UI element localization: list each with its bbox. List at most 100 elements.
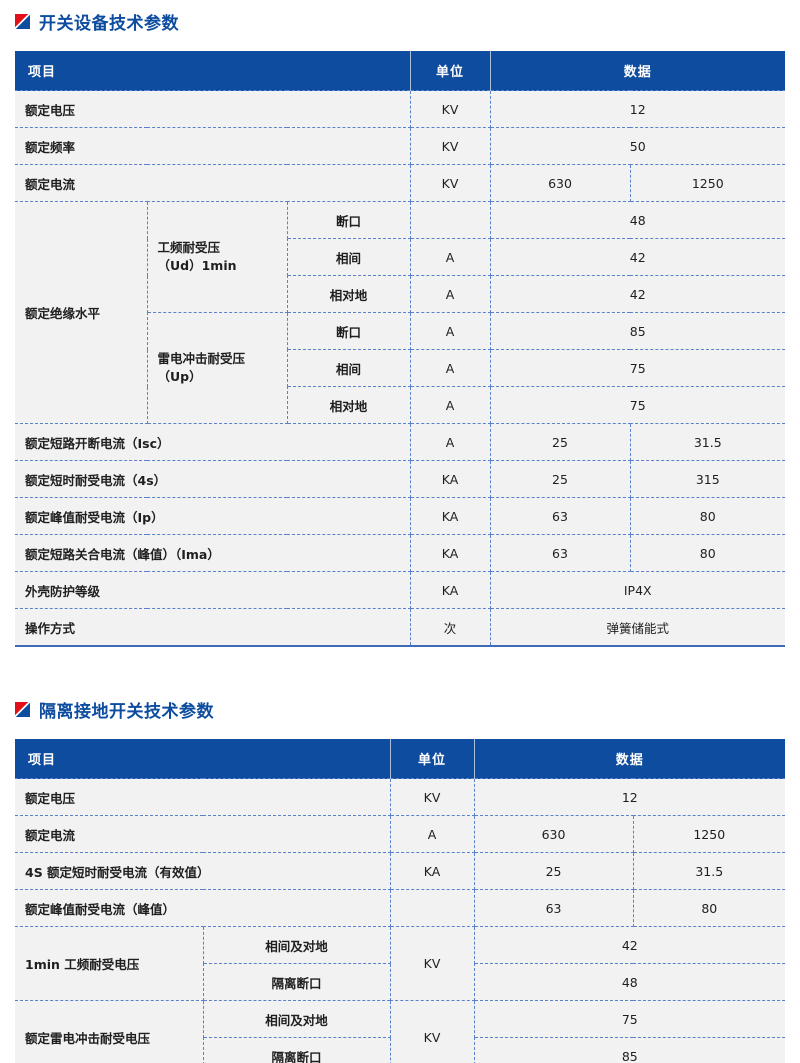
- cell-value: 48: [473, 963, 786, 1001]
- cell-label: 4S 额定短时耐受电流（有效值）: [14, 852, 391, 890]
- cell-sublabel: 相对地: [286, 275, 411, 313]
- cell-value: 63: [489, 534, 631, 572]
- switchgear-params-table: 项目 单位 数据 额定电压 KV 12 额定频率 KV 50 额定电流: [14, 51, 786, 647]
- cell-unit: KV: [409, 164, 491, 202]
- cell-unit: A: [409, 275, 491, 313]
- cell-unit: [409, 201, 491, 239]
- cell-sublabel: 相间: [286, 349, 411, 387]
- column-header-item: 项目: [15, 739, 391, 779]
- cell-unit: KV: [389, 926, 475, 1001]
- cell-value: 42: [489, 275, 786, 313]
- diagonal-split-square-icon: [15, 14, 30, 29]
- table-row: 操作方式 次 弹簧储能式: [14, 608, 786, 647]
- cell-value: 630: [473, 815, 634, 853]
- cell-group-label: 工频耐受压 （Ud）1min: [146, 201, 288, 313]
- table-row: 额定雷电冲击耐受电压 相间及对地 KV 75: [14, 1000, 786, 1063]
- table-row: 额定频率 KV 50: [14, 127, 786, 165]
- cell-label: 额定短路关合电流（峰值）（Ima）: [14, 534, 411, 572]
- isolation-switch-params-table: 项目 单位 数据 额定电压 KV 12 额定电流 A 630 1250: [14, 739, 786, 1063]
- cell-group-label: 雷电冲击耐受压 （Up）: [146, 312, 288, 424]
- cell-sublabel: 隔离断口: [202, 963, 391, 1001]
- cell-label: 外壳防护等级: [14, 571, 411, 609]
- column-header-data: 数据: [473, 739, 786, 779]
- cell-value: 75: [489, 349, 786, 387]
- cell-unit: KV: [409, 127, 491, 165]
- cell-value: 63: [489, 497, 631, 535]
- cell-sublabel: 相间及对地: [202, 1000, 391, 1038]
- table-row: 额定电压 KV 12: [14, 90, 786, 128]
- cell-label: 额定电压: [14, 90, 411, 128]
- table-header-row: 项目 单位 数据: [15, 51, 786, 91]
- cell-value: 63: [473, 889, 634, 927]
- table-row: 隔离断口 48: [15, 963, 786, 1001]
- cell-value: 50: [489, 127, 786, 165]
- cell-value: 25: [473, 852, 634, 890]
- cell-value: 31.5: [632, 852, 786, 890]
- cell-sublabel: 相对地: [286, 386, 411, 424]
- cell-value: 42: [489, 238, 786, 276]
- diagonal-split-square-icon: [15, 702, 30, 717]
- cell-unit: KA: [389, 852, 475, 890]
- cell-unit: 次: [409, 608, 491, 647]
- cell-label: 额定绝缘水平: [14, 201, 148, 424]
- cell-sublabel: 断口: [286, 201, 411, 239]
- table-row: 额定绝缘水平 工频耐受压 （Ud）1min 断口 48: [14, 201, 786, 424]
- table-header-row: 项目 单位 数据: [15, 739, 786, 779]
- table-row: 额定短时耐受电流（4s） KA 25 315: [14, 460, 786, 498]
- cell-value: 75: [489, 386, 786, 424]
- cell-unit: A: [409, 312, 491, 350]
- section-title-text: 隔离接地开关技术参数: [39, 702, 214, 722]
- cell-unit: A: [409, 238, 491, 276]
- cell-label: 额定频率: [14, 127, 411, 165]
- cell-value: 48: [489, 201, 786, 239]
- table-row: 相间 A 42: [15, 238, 786, 276]
- cell-unit: KA: [409, 460, 491, 498]
- cell-value: 25: [489, 460, 631, 498]
- cell-label: 额定峰值耐受电流（Ip）: [14, 497, 411, 535]
- column-header-data: 数据: [489, 51, 786, 91]
- cell-unit: KV: [389, 778, 475, 816]
- cell-value: 25: [489, 423, 631, 461]
- cell-value: 315: [629, 460, 786, 498]
- cell-label: 额定峰值耐受电流（峰值）: [14, 889, 391, 927]
- section-title: 隔离接地开关技术参数: [15, 697, 800, 722]
- table-row: 相间 A 75: [15, 349, 786, 387]
- table-row: 额定电流 KV 630 1250: [14, 164, 786, 202]
- table-row: 额定电压 KV 12: [14, 778, 786, 816]
- table-row: 1min 工频耐受电压 相间及对地 KV 42: [14, 926, 786, 1001]
- table-row: 4S 额定短时耐受电流（有效值） KA 25 31.5: [14, 852, 786, 890]
- cell-unit: KA: [409, 497, 491, 535]
- cell-sublabel: 相间: [286, 238, 411, 276]
- cell-label: 操作方式: [14, 608, 411, 647]
- cell-label: 额定电流: [14, 815, 391, 853]
- column-header-unit: 单位: [389, 739, 475, 779]
- cell-unit: A: [409, 423, 491, 461]
- cell-label: 额定电流: [14, 164, 411, 202]
- table-row: 额定短路开断电流（Isc） A 25 31.5: [14, 423, 786, 461]
- cell-value: 1250: [629, 164, 786, 202]
- section-isolation-switch-params: 隔离接地开关技术参数 项目 单位 数据 额定电压 KV 12: [0, 697, 800, 1063]
- cell-unit: KV: [389, 1000, 475, 1063]
- cell-value: 1250: [632, 815, 786, 853]
- table-row: 相对地 A 42: [15, 275, 786, 313]
- cell-unit: A: [409, 386, 491, 424]
- cell-unit: [389, 889, 475, 927]
- cell-value: 12: [489, 90, 786, 128]
- table-row: 外壳防护等级 KA IP4X: [14, 571, 786, 609]
- cell-unit: A: [389, 815, 475, 853]
- cell-value: 85: [489, 312, 786, 350]
- cell-label: 额定电压: [14, 778, 391, 816]
- cell-unit: A: [409, 349, 491, 387]
- cell-group-label: 额定雷电冲击耐受电压: [14, 1000, 204, 1063]
- section-title-text: 开关设备技术参数: [39, 14, 179, 34]
- cell-value: 75: [473, 1000, 786, 1038]
- cell-sublabel: 隔离断口: [202, 1037, 391, 1063]
- cell-value: 42: [473, 926, 786, 964]
- cell-sublabel: 断口: [286, 312, 411, 350]
- table-row: 额定短路关合电流（峰值）（Ima） KA 63 80: [14, 534, 786, 572]
- table-row: 雷电冲击耐受压 （Up） 断口 A 85: [15, 312, 786, 424]
- table-row: 额定峰值耐受电流（Ip） KA 63 80: [14, 497, 786, 535]
- section-title: 开关设备技术参数: [15, 0, 800, 34]
- cell-value: 80: [632, 889, 786, 927]
